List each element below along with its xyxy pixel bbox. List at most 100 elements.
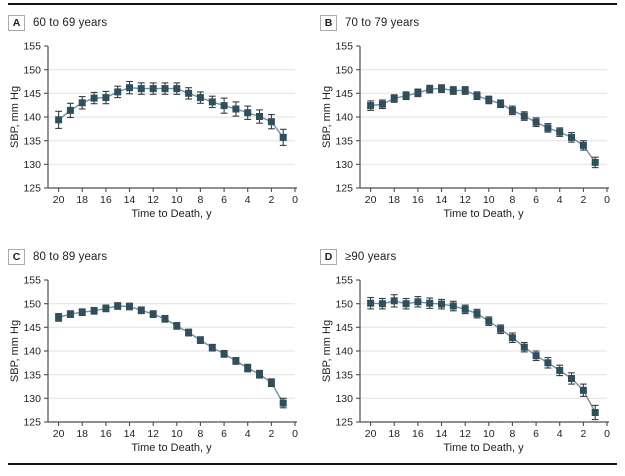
svg-text:8: 8 [509, 428, 515, 440]
svg-text:18: 18 [76, 428, 88, 440]
svg-text:150: 150 [23, 298, 41, 310]
x-axis-title: Time to Death, y [443, 442, 524, 454]
x-axis-title: Time to Death, y [443, 208, 524, 220]
y-axis-ticks: 125 130 135 140 145 150 155 [23, 41, 48, 195]
x-axis-ticks: 20 18 16 14 12 10 8 6 4 2 0 [365, 422, 610, 440]
svg-text:0: 0 [292, 194, 298, 206]
panel-title: 70 to 79 years [345, 17, 420, 29]
data-markers [55, 302, 287, 407]
x-axis-ticks: 20 18 16 14 12 10 8 6 4 2 0 [53, 188, 298, 206]
svg-text:150: 150 [23, 64, 41, 76]
svg-text:135: 135 [23, 135, 41, 147]
panel-b-header: B 70 to 79 years [320, 15, 419, 31]
svg-text:4: 4 [557, 194, 563, 206]
panel-title: 80 to 89 years [33, 251, 108, 263]
panel-c-header: C 80 to 89 years [8, 249, 107, 265]
svg-text:135: 135 [335, 135, 353, 147]
panel-c-80-89: C 80 to 89 years 125 130 135 140 145 150 155 20… [8, 246, 314, 464]
svg-text:125: 125 [335, 417, 353, 429]
svg-text:18: 18 [76, 194, 88, 206]
svg-text:140: 140 [335, 346, 353, 358]
svg-text:125: 125 [335, 183, 353, 195]
svg-text:14: 14 [436, 428, 448, 440]
svg-text:130: 130 [335, 393, 353, 405]
svg-text:140: 140 [23, 346, 41, 358]
panel-letter-badge: D [320, 249, 337, 265]
y-axis-ticks: 125 130 135 140 145 150 155 [335, 41, 360, 195]
chart-c: 125 130 135 140 145 150 155 20 18 16 14 12 10 8 6 4 2 0 Ti… [8, 268, 314, 464]
gridlines [360, 69, 607, 165]
data-markers [367, 297, 599, 416]
panel-a-header: A 60 to 69 years [8, 15, 107, 31]
svg-text:4: 4 [245, 194, 251, 206]
svg-text:14: 14 [124, 194, 136, 206]
svg-text:2: 2 [580, 194, 586, 206]
y-axis-title: SBP, mm Hg [321, 320, 333, 382]
svg-text:16: 16 [412, 194, 424, 206]
y-axis-title: SBP, mm Hg [9, 86, 21, 148]
svg-text:0: 0 [604, 194, 610, 206]
trend-line [58, 305, 284, 404]
svg-text:150: 150 [335, 64, 353, 76]
chart-a: 125 130 135 140 145 150 155 20 18 16 14 12 10 8 6 4 2 0 Ti… [8, 34, 314, 230]
panel-d-header: D ≥90 years [320, 249, 396, 265]
svg-text:150: 150 [335, 298, 353, 310]
svg-text:4: 4 [245, 428, 251, 440]
panel-title: ≥90 years [345, 251, 397, 263]
panel-letter-badge: A [8, 15, 25, 31]
trend-line [370, 300, 596, 413]
svg-text:20: 20 [53, 194, 65, 206]
panel-title: 60 to 69 years [33, 17, 108, 29]
svg-text:12: 12 [147, 194, 159, 206]
svg-text:2: 2 [268, 194, 274, 206]
svg-text:155: 155 [23, 41, 41, 53]
y-axis-ticks: 125 130 135 140 145 150 155 [23, 275, 48, 429]
svg-text:130: 130 [23, 159, 41, 171]
svg-text:8: 8 [197, 194, 203, 206]
gridlines [360, 303, 607, 399]
svg-text:130: 130 [23, 393, 41, 405]
data-markers [55, 84, 287, 141]
svg-text:145: 145 [335, 322, 353, 334]
svg-text:8: 8 [197, 428, 203, 440]
top-rule [8, 3, 617, 5]
svg-text:155: 155 [23, 275, 41, 287]
error-bars [367, 294, 599, 421]
svg-text:145: 145 [335, 88, 353, 100]
svg-text:16: 16 [100, 194, 112, 206]
svg-text:0: 0 [292, 428, 298, 440]
svg-text:4: 4 [557, 428, 563, 440]
svg-text:10: 10 [483, 194, 495, 206]
svg-text:125: 125 [23, 183, 41, 195]
panel-letter-badge: C [8, 249, 25, 265]
svg-text:155: 155 [335, 275, 353, 287]
svg-text:6: 6 [221, 428, 227, 440]
svg-text:2: 2 [580, 428, 586, 440]
svg-text:6: 6 [533, 194, 539, 206]
svg-text:0: 0 [604, 428, 610, 440]
svg-text:14: 14 [436, 194, 448, 206]
data-markers [367, 85, 599, 166]
svg-text:145: 145 [23, 88, 41, 100]
svg-text:10: 10 [483, 428, 495, 440]
x-axis-ticks: 20 18 16 14 12 10 8 6 4 2 0 [365, 188, 610, 206]
bottom-rule [8, 463, 617, 465]
svg-text:125: 125 [23, 417, 41, 429]
svg-text:16: 16 [100, 428, 112, 440]
chart-d: 125 130 135 140 145 150 155 20 18 16 14 12 10 8 6 4 2 0 Ti… [320, 268, 625, 464]
x-axis-title: Time to Death, y [131, 208, 212, 220]
panel-a-60-69: A 60 to 69 years 125 130 135 140 145 150 155 20… [8, 12, 314, 230]
x-axis-title: Time to Death, y [131, 442, 212, 454]
gridlines [48, 303, 295, 399]
svg-text:2: 2 [268, 428, 274, 440]
svg-text:18: 18 [388, 194, 400, 206]
svg-text:20: 20 [365, 194, 377, 206]
y-axis-title: SBP, mm Hg [9, 320, 21, 382]
svg-text:16: 16 [412, 428, 424, 440]
y-axis-ticks: 125 130 135 140 145 150 155 [335, 275, 360, 429]
